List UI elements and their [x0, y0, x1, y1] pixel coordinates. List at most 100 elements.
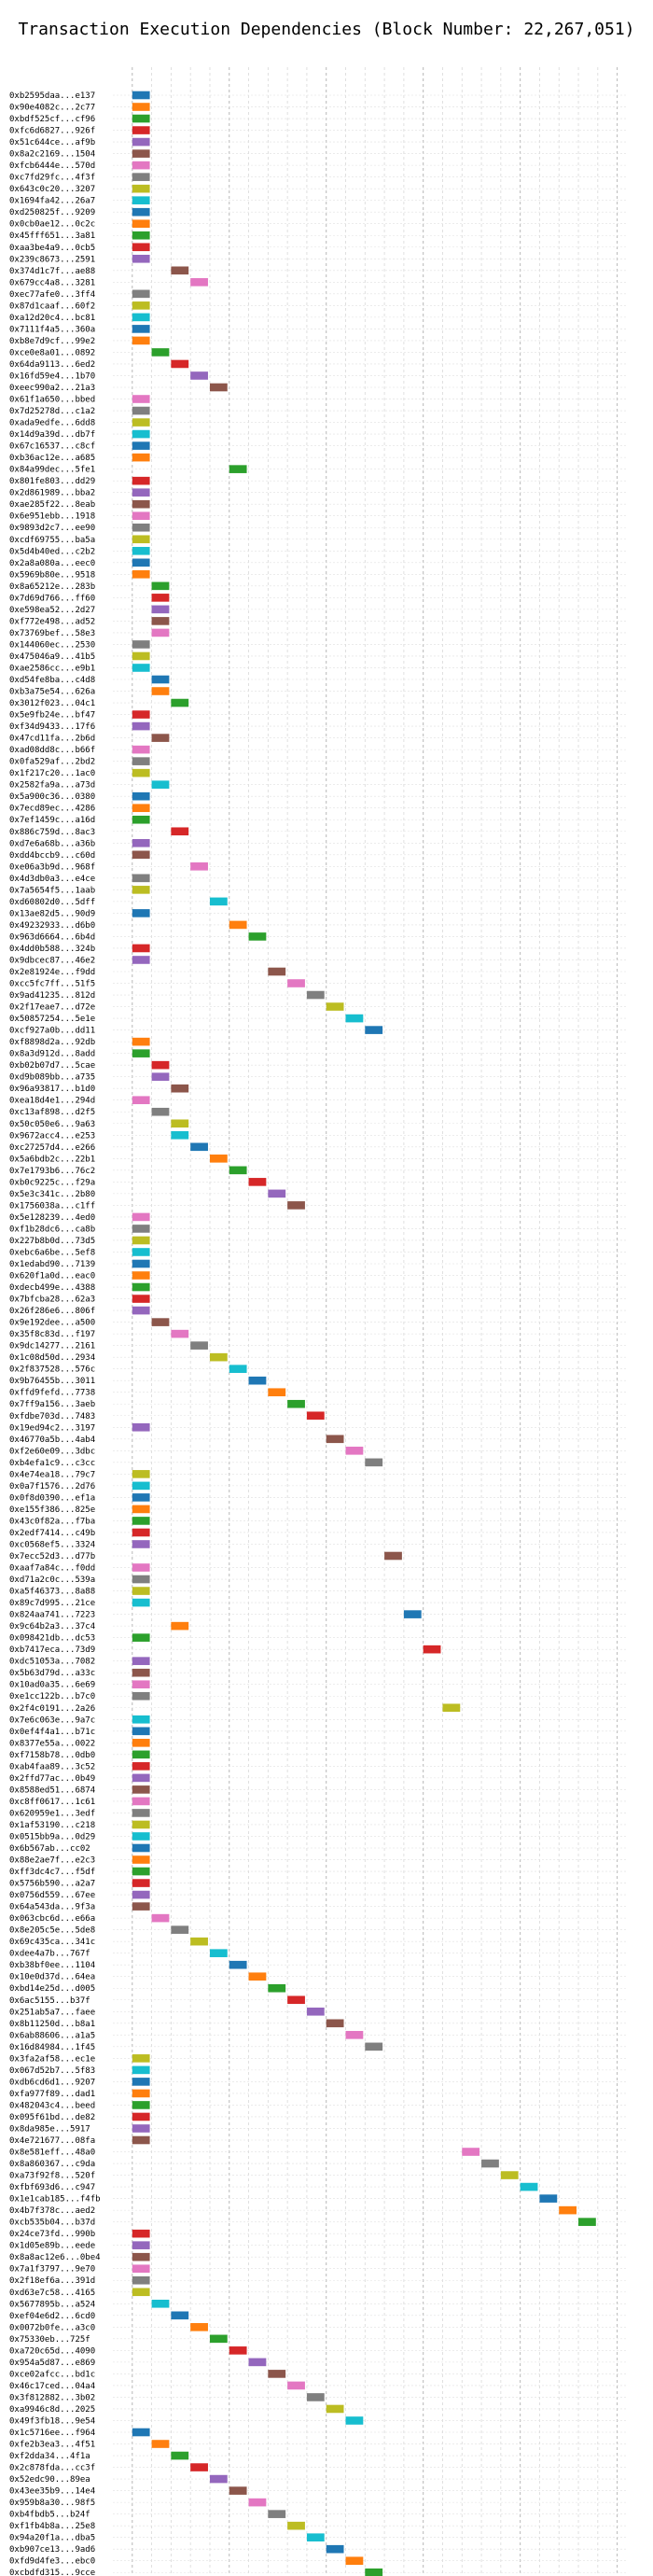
tx-bar — [132, 1212, 150, 1222]
tx-bar — [132, 137, 150, 147]
tx-label: 0x8a2c2169...1504 — [9, 150, 95, 160]
tx-bar — [151, 617, 170, 625]
tx-label: 0xd60802d0...5dff — [9, 898, 95, 907]
tx-label: 0x64da9113...6ed2 — [9, 360, 95, 370]
tx-bar — [171, 359, 189, 369]
tx-label: 0x7ecd89ec...4286 — [9, 805, 95, 814]
tx-bar — [132, 1271, 150, 1280]
tx-label: 0x69c435ca...341c — [9, 1938, 95, 1947]
tx-bar — [268, 1189, 286, 1198]
tx-label: 0xdb6cd6d1...9207 — [9, 2078, 95, 2087]
tx-label: 0xdd4bccb9...c60d — [9, 851, 95, 861]
tx-label: 0xce02afcc...bd1c — [9, 2370, 95, 2379]
tx-bar — [132, 1879, 150, 1887]
tx-label: 0xebc6a6be...5ef8 — [9, 1248, 95, 1257]
tx-label: 0x9e192dee...a500 — [9, 1319, 95, 1328]
tx-label: 0xf772e498...ad52 — [9, 617, 95, 626]
tx-label: 0x49f3fb18...9e54 — [9, 2416, 95, 2426]
tx-bar — [132, 1528, 150, 1537]
tx-label: 0xb2595daa...e137 — [9, 91, 95, 101]
tx-bar — [132, 325, 150, 333]
tx-bar — [132, 2112, 150, 2121]
tx-bar — [132, 488, 150, 497]
tx-label: 0x959b8a30...98f5 — [9, 2499, 95, 2508]
tx-label: 0xce0e8a01...0892 — [9, 348, 95, 357]
tx-bar — [132, 1680, 150, 1689]
tx-label: 0x45fff651...3a81 — [9, 231, 95, 241]
tx-label: 0x7a1f3797...9e70 — [9, 2265, 95, 2275]
tx-bar — [132, 1306, 150, 1315]
tx-bar — [132, 1517, 150, 1525]
tx-label: 0xb907ce13...9ad6 — [9, 2545, 95, 2555]
tx-bar — [345, 2556, 364, 2566]
tx-label: 0x239c8673...2591 — [9, 255, 95, 264]
tx-label: 0xea18d4e1...294d — [9, 1097, 95, 1106]
tx-label: 0xbdf525cf...cf96 — [9, 115, 95, 124]
tx-bar — [132, 1832, 150, 1841]
tx-bar — [132, 664, 150, 672]
tx-label: 0xb36ac12e...a685 — [9, 454, 95, 463]
tx-bar — [132, 909, 150, 917]
tx-bar — [132, 1096, 150, 1105]
tx-label: 0x5d4b40ed...c2b2 — [9, 547, 95, 556]
tx-label: 0x9dbcec87...46e2 — [9, 956, 95, 965]
tx-bar — [151, 780, 170, 789]
tx-bar — [132, 1259, 150, 1268]
tx-bar — [306, 990, 325, 1000]
tx-bar — [132, 535, 150, 544]
tx-bar — [132, 2288, 150, 2297]
tx-label: 0x8588ed51...6874 — [9, 1785, 95, 1795]
tx-bar — [365, 2042, 383, 2051]
tx-bar — [132, 1657, 150, 1665]
tx-label: 0x3f812882...3b02 — [9, 2393, 95, 2402]
tx-label: 0xf1b28dc6...ca8b — [9, 1225, 95, 1234]
tx-bar — [151, 687, 170, 695]
tx-label: 0x2d861989...bba2 — [9, 489, 95, 498]
tx-bar — [132, 2428, 150, 2437]
tx-bar — [326, 1002, 344, 1011]
tx-label: 0x7ef1459c...a16d — [9, 816, 95, 825]
tx-bar — [403, 1610, 422, 1618]
tx-bar — [132, 476, 150, 485]
tx-label: 0xd9b089bb...a735 — [9, 1073, 95, 1083]
tx-label: 0x5e3c341c...2b80 — [9, 1190, 95, 1199]
tx-bar — [287, 1995, 305, 2005]
tx-bar — [132, 289, 150, 299]
tx-bar — [365, 1026, 383, 1034]
tx-label: 0x96a93817...b1d0 — [9, 1085, 95, 1094]
tx-label: 0x88e2ae7f...e2c3 — [9, 1856, 95, 1866]
tx-bar — [132, 721, 150, 731]
tx-bar — [132, 1691, 150, 1701]
tx-bar — [132, 1225, 150, 1233]
tx-bar — [171, 1925, 189, 1934]
tx-label: 0x14d9a39d...db7f — [9, 430, 95, 440]
tx-label: 0x2ffd77ac...0b49 — [9, 1774, 95, 1784]
tx-bar — [132, 2089, 150, 2098]
tx-label: 0xf2dda34...4f1a — [9, 2452, 90, 2461]
tx-label: 0x6b567ab...cc02 — [9, 1844, 90, 1854]
tx-bar — [132, 429, 150, 439]
tx-bar — [132, 1633, 150, 1642]
tx-bar — [248, 2358, 267, 2367]
tx-bar — [132, 651, 150, 661]
tx-label: 0xec77afe0...3ff4 — [9, 290, 95, 300]
tx-label: 0x0756d559...67ee — [9, 1891, 95, 1900]
tx-label: 0xa12d20c4...bc81 — [9, 314, 95, 323]
tx-bar — [132, 499, 150, 509]
tx-bar — [423, 1645, 441, 1654]
tx-label: 0x8b11250d...b8a1 — [9, 2020, 95, 2029]
tx-label: 0xcb535b04...b37d — [9, 2219, 95, 2228]
tx-label: 0xb3a75e54...626a — [9, 688, 95, 697]
tx-bar — [209, 2474, 228, 2484]
tx-bar — [132, 546, 150, 555]
tx-bar — [132, 570, 150, 579]
tx-label: 0x475046a9...41b5 — [9, 652, 95, 662]
tx-label: 0x46c17ced...04a4 — [9, 2382, 95, 2391]
tx-label: 0x3012f023...04c1 — [9, 699, 95, 708]
tx-label: 0x89c7d995...21ce — [9, 1599, 95, 1608]
tx-label: 0xdecb499e...4388 — [9, 1283, 95, 1293]
tx-bar — [132, 1481, 150, 1491]
tx-bar — [190, 2463, 208, 2471]
tx-bar — [287, 1201, 305, 1210]
tx-label: 0xa73f92f8...520f — [9, 2172, 95, 2181]
